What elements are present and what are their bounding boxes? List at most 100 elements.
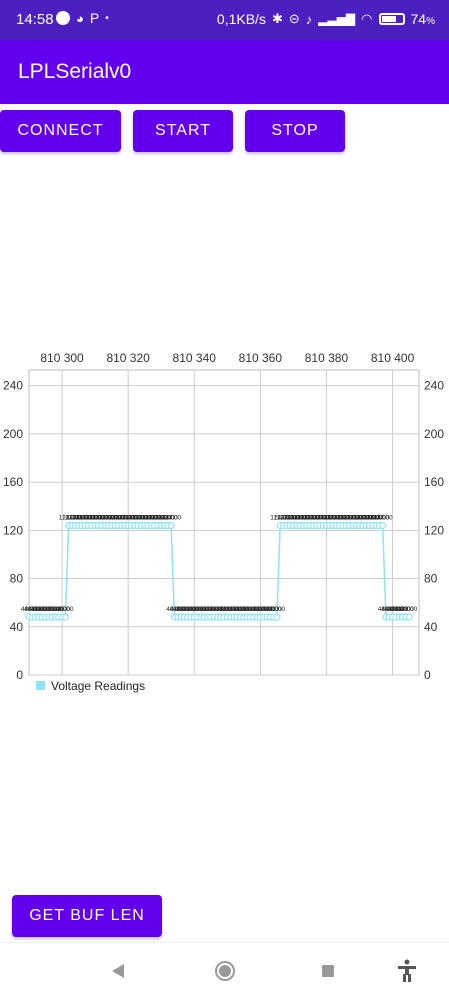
data-label: 48.00 xyxy=(21,606,38,613)
data-label: 124.00 xyxy=(82,515,102,522)
data-label: 124.00 xyxy=(310,515,330,522)
recents-icon[interactable] xyxy=(321,964,335,978)
home-icon[interactable] xyxy=(214,960,236,982)
data-label: 124.00 xyxy=(141,515,161,522)
data-label: 124.00 xyxy=(336,515,356,522)
data-label: 48.00 xyxy=(388,606,405,613)
data-label: 48.00 xyxy=(232,606,249,613)
hotspot-icon: ⊝ xyxy=(288,11,300,26)
data-label: 124.00 xyxy=(283,515,303,522)
data-label: 124.00 xyxy=(62,515,82,522)
data-label: 124.00 xyxy=(88,515,108,522)
legend-label: Voltage Readings xyxy=(51,679,145,693)
data-label: 48.00 xyxy=(216,606,233,613)
battery-value: 74 xyxy=(410,11,427,27)
x-tick-label: 810 360 xyxy=(239,351,283,365)
data-label: 48.00 xyxy=(269,606,286,613)
back-icon[interactable] xyxy=(110,963,126,979)
data-label: 48.00 xyxy=(378,606,395,613)
data-label: 124.00 xyxy=(369,515,389,522)
data-label: 48.00 xyxy=(57,606,74,613)
data-label: 48.00 xyxy=(170,606,187,613)
data-label: 124.00 xyxy=(115,515,135,522)
chart-svg: 0 0 40 40 80 80 120 120 160 160 200 200 240 240 810 30… xyxy=(3,351,444,693)
data-label: 124.00 xyxy=(161,515,181,522)
y-tick-label-left: 40 xyxy=(10,620,24,634)
signal-icon: ▂▃▅▇ xyxy=(318,12,356,26)
data-label: 48.00 xyxy=(242,606,259,613)
notification-icon xyxy=(56,11,70,25)
data-label: 48.00 xyxy=(246,606,263,613)
data-point xyxy=(405,613,413,621)
data-label: 124.00 xyxy=(313,515,333,522)
data-label: 48.00 xyxy=(24,606,41,613)
mute-icon: ♪ xyxy=(305,11,313,27)
data-label: 48.00 xyxy=(183,606,200,613)
data-label: 48.00 xyxy=(199,606,216,613)
y-tick-label-right: 240 xyxy=(424,379,444,393)
data-label: 48.00 xyxy=(401,606,418,613)
data-label: 124.00 xyxy=(118,515,138,522)
data-label: 124.00 xyxy=(343,515,363,522)
data-label: 124.00 xyxy=(148,515,168,522)
start-button[interactable]: START xyxy=(133,110,233,152)
y-tick-label-left: 200 xyxy=(3,427,23,441)
data-label: 48.00 xyxy=(34,606,51,613)
data-label: 48.00 xyxy=(398,606,415,613)
status-bar: 14:58 ◕ Ρ • 0,1KB/s ✱ ⊝ ♪ ▂▃▅▇ ◠ 74% xyxy=(0,0,449,40)
data-label: 124.00 xyxy=(277,515,297,522)
bluetooth-icon: ✱ xyxy=(271,11,283,26)
y-tick-label-left: 160 xyxy=(3,475,23,489)
data-label: 124.00 xyxy=(135,515,155,522)
data-label: 48.00 xyxy=(219,606,236,613)
data-label: 48.00 xyxy=(54,606,71,613)
data-label: 48.00 xyxy=(44,606,61,613)
data-label: 124.00 xyxy=(274,515,294,522)
data-label: 124.00 xyxy=(69,515,89,522)
data-label: 124.00 xyxy=(112,515,132,522)
data-label: 124.00 xyxy=(138,515,158,522)
data-label: 48.00 xyxy=(47,606,64,613)
data-label: 124.00 xyxy=(307,515,327,522)
y-tick-label-right: 120 xyxy=(424,523,444,537)
data-label: 48.00 xyxy=(27,606,44,613)
data-label: 48.00 xyxy=(203,606,220,613)
data-label: 124.00 xyxy=(373,515,393,522)
data-label: 48.00 xyxy=(31,606,48,613)
data-label: 48.00 xyxy=(265,606,282,613)
data-label: 48.00 xyxy=(196,606,213,613)
data-label: 48.00 xyxy=(180,606,197,613)
data-label: 124.00 xyxy=(72,515,92,522)
data-label: 48.00 xyxy=(186,606,203,613)
data-label: 124.00 xyxy=(151,515,171,522)
notification-icon: ◕ xyxy=(76,10,84,26)
data-label: 124.00 xyxy=(317,515,337,522)
series-line xyxy=(29,524,410,618)
y-tick-label-left: 120 xyxy=(3,523,23,537)
data-label: 124.00 xyxy=(155,515,175,522)
data-label: 48.00 xyxy=(193,606,210,613)
x-tick-label: 810 300 xyxy=(40,351,84,365)
data-label: 124.00 xyxy=(330,515,350,522)
y-tick-label-right: 80 xyxy=(424,572,438,586)
battery-percent: 74% xyxy=(411,11,435,27)
data-label: 48.00 xyxy=(259,606,276,613)
accessibility-icon[interactable] xyxy=(396,959,418,983)
data-label: 124.00 xyxy=(287,515,307,522)
data-label: 124.00 xyxy=(356,515,376,522)
app-bar xyxy=(0,40,449,104)
data-label: 48.00 xyxy=(173,606,190,613)
data-label: 124.00 xyxy=(145,515,165,522)
navigation-bar xyxy=(0,942,449,999)
data-label: 48.00 xyxy=(166,606,183,613)
data-label: 48.00 xyxy=(226,606,243,613)
connect-button[interactable]: CONNECT xyxy=(0,110,121,152)
data-label: 48.00 xyxy=(222,606,239,613)
battery-suffix: % xyxy=(426,16,435,27)
get-buf-len-button[interactable]: GET BUF LEN xyxy=(12,895,162,937)
stop-button[interactable]: STOP xyxy=(245,110,345,152)
voltage-chart[interactable]: 0 0 40 40 80 80 120 120 160 160 200 200 240 240 810 30… xyxy=(0,344,449,700)
data-label: 124.00 xyxy=(346,515,366,522)
data-label: 48.00 xyxy=(37,606,54,613)
y-tick-label-right: 160 xyxy=(424,475,444,489)
